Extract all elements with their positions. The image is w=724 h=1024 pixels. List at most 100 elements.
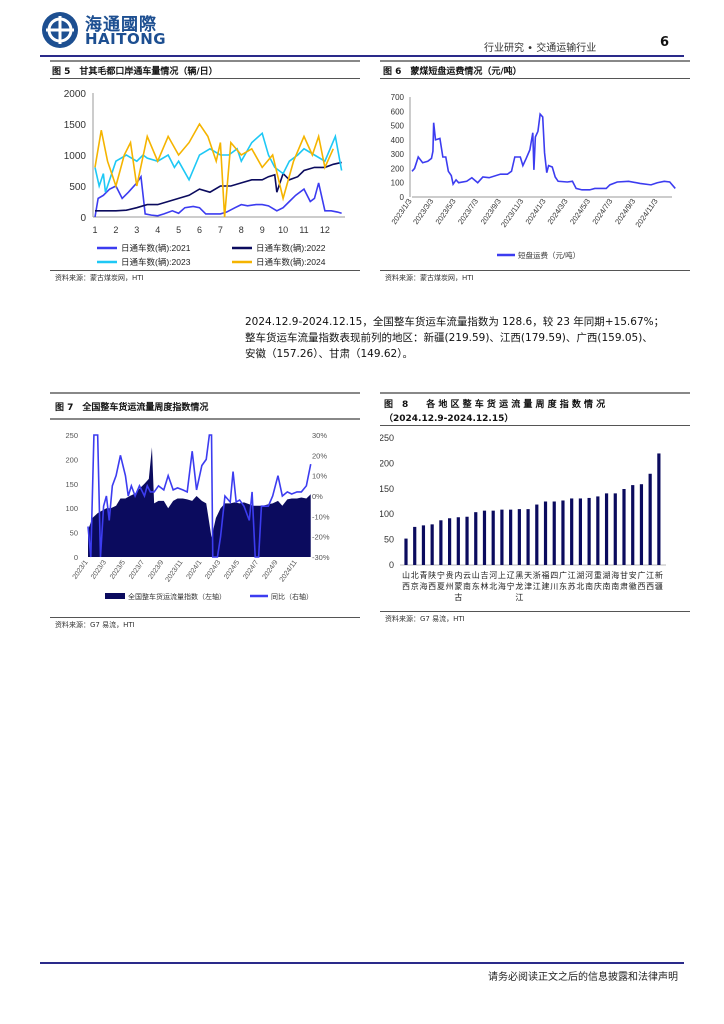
y-tick-label: 100 — [380, 509, 394, 519]
category-label-云南: 南 — [463, 581, 471, 591]
x-tick-label: 1 — [92, 225, 97, 235]
y2-tick-label: -20% — [312, 533, 330, 542]
category-label-黑龙江: 龙 — [515, 581, 523, 591]
x-tick-label: 2023/11 — [165, 559, 185, 583]
category-label-安徽: 徽 — [629, 581, 637, 591]
x-tick-label: 2023/11/3 — [499, 197, 525, 229]
category-label-安徽: 安 — [629, 570, 637, 580]
category-label-宁夏: 宁 — [437, 570, 445, 580]
x-tick-label: 2023/5/3 — [434, 197, 458, 226]
fig8-title-rule — [380, 425, 690, 426]
legend-label: 同比（右轴） — [271, 592, 313, 601]
category-label-海南: 南 — [611, 581, 619, 591]
x-tick-label: 2023/1 — [72, 559, 90, 581]
category-label-四川: 川 — [550, 582, 558, 591]
category-label-黑龙江: 黑 — [515, 571, 523, 580]
bar-湖南 — [604, 493, 609, 565]
y-tick-label: 200 — [391, 164, 405, 173]
category-label-内蒙古: 内 — [454, 570, 462, 580]
x-tick-label: 2 — [113, 225, 118, 235]
y-tick-label: 1500 — [64, 120, 87, 131]
category-label-黑龙江: 江 — [515, 593, 523, 602]
category-label-广西: 西 — [637, 582, 645, 591]
category-label-江苏: 江 — [568, 571, 576, 580]
category-label-海南: 海 — [611, 570, 619, 580]
footer-divider — [40, 962, 684, 964]
category-label-四川: 四 — [550, 571, 558, 580]
freight-rate-line — [411, 112, 676, 191]
fig5-top-rule — [50, 60, 360, 62]
y-tick-label: 0 — [80, 213, 86, 224]
fig6-chart: 01002003004005006007002023/1/32023/3/320… — [390, 93, 676, 260]
fig7-source-rule — [50, 617, 360, 618]
x-tick-label: 2024/7 — [242, 559, 260, 581]
category-label-江苏: 苏 — [568, 581, 576, 591]
y-tick-label: 250 — [380, 433, 394, 443]
y-tick-label: 200 — [380, 458, 394, 468]
category-label-天津: 天 — [524, 571, 532, 580]
bar-河北 — [491, 510, 495, 565]
category-label-山东: 东 — [472, 581, 480, 591]
bar-黑龙江 — [517, 509, 521, 565]
category-label-甘肃: 甘 — [620, 570, 628, 580]
bar-宁夏 — [439, 520, 443, 565]
fig8-top-rule — [380, 392, 690, 394]
x-tick-label: 2023/5 — [109, 559, 127, 581]
fig6-top-rule — [380, 60, 690, 62]
category-label-河南: 河 — [585, 570, 593, 580]
category-label-湖北: 湖 — [576, 571, 584, 580]
x-tick-label: 2023/3 — [90, 559, 108, 581]
category-label-新疆: 新 — [655, 570, 663, 580]
category-label-山西: 山 — [402, 570, 410, 580]
summary-paragraph: 2024.12.9-2024.12.15，全国整车货运车流量指数为 128.6，… — [245, 314, 695, 362]
legal-disclaimer: 请务必阅读正文之后的信息披露和法律声明 — [488, 972, 678, 983]
series-line-2022 — [95, 161, 342, 212]
category-label-吉林: 林 — [480, 581, 488, 591]
category-label-青海: 青 — [419, 570, 427, 580]
bar-甘肃 — [622, 488, 626, 565]
series-line-2023 — [94, 131, 343, 193]
x-tick-label: 5 — [176, 225, 181, 235]
category-label-福建: 建 — [542, 581, 550, 591]
bar-内蒙古 — [456, 517, 460, 565]
y-tick-label: 50 — [70, 529, 78, 538]
category-label-甘肃: 肃 — [620, 581, 628, 591]
category-label-河南: 南 — [585, 581, 593, 591]
x-tick-label: 11 — [299, 225, 308, 235]
category-label-浙江: 浙 — [533, 570, 541, 580]
category-label-广西: 广 — [637, 570, 645, 580]
page-number: 6 — [660, 35, 670, 50]
category-label-浙江: 江 — [533, 582, 541, 591]
category-label-广东: 东 — [559, 581, 567, 591]
fig7-top-rule — [50, 392, 360, 394]
bar-福建 — [543, 501, 548, 565]
series-line-2024 — [94, 122, 334, 218]
haitong-logo: 海通國際 HAITONG — [40, 8, 200, 50]
y2-tick-label: -10% — [312, 512, 330, 521]
x-tick-label: 2024/11 — [279, 559, 299, 583]
y-tick-label: 500 — [69, 182, 86, 193]
fig8-source: 资料来源：G7 易流，HTI — [385, 615, 465, 623]
category-label-青海: 海 — [419, 581, 427, 591]
x-tick-label: 2023/9 — [147, 559, 165, 581]
category-label-河北: 北 — [489, 582, 497, 591]
category-label-河北: 河 — [489, 570, 497, 580]
legend-label: 日通车数(辆):2022 — [256, 243, 326, 253]
bar-新疆 — [657, 453, 661, 565]
y2-tick-label: 0% — [312, 492, 323, 501]
category-label-吉林: 吉 — [480, 571, 488, 580]
legend-swatch-area — [105, 593, 125, 599]
x-tick-label: 8 — [239, 225, 244, 235]
category-label-广东: 广 — [559, 570, 567, 580]
header-divider — [40, 55, 684, 57]
bar-天津 — [526, 509, 530, 565]
fig8-title: 图 8 各 地 区 整 车 货 运 流 量 周 度 指 数 情 况 — [384, 400, 606, 410]
x-tick-label: 2024/1 — [185, 559, 203, 581]
category-label-宁夏: 夏 — [437, 582, 445, 591]
fig6-source-rule — [380, 270, 690, 271]
x-tick-label: 2023/3/3 — [411, 197, 435, 226]
y-tick-label: 400 — [391, 136, 405, 145]
bar-海南 — [613, 493, 617, 565]
summary-line-2: 整车货运车流量指数表现前列的地区：新疆(219.59)、江西(179.59)、广… — [245, 332, 653, 344]
